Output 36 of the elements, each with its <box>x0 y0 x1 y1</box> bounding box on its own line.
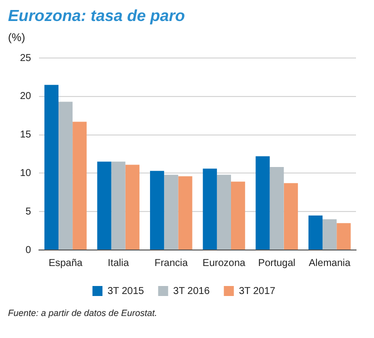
bar <box>58 102 73 250</box>
chart-title: Eurozona: tasa de paro <box>8 8 186 26</box>
y-tick-label: 15 <box>20 130 32 141</box>
legend-label: 3T 2016 <box>173 286 210 297</box>
x-tick-label: Portugal <box>258 258 296 269</box>
y-tick-label: 10 <box>20 168 32 179</box>
bar <box>231 182 246 250</box>
bar <box>256 156 270 250</box>
bar <box>44 84 58 250</box>
bar <box>284 183 298 250</box>
x-tick-label: Eurozona <box>202 258 246 269</box>
y-tick-label: 25 <box>20 52 32 64</box>
bar <box>216 174 232 250</box>
y-tick-label: 0 <box>26 244 32 256</box>
bar <box>308 215 323 250</box>
y-axis-title: (%) <box>8 32 26 44</box>
bar <box>336 223 351 250</box>
x-tick-label: España <box>48 258 83 269</box>
bar <box>111 162 126 250</box>
bar <box>178 176 192 250</box>
y-tick-label: 20 <box>20 91 32 102</box>
legend-label: 3T 2015 <box>107 286 144 297</box>
x-tick-label: Francia <box>154 258 188 269</box>
bar <box>97 162 112 250</box>
x-tick-label: Alemania <box>308 258 351 269</box>
bar <box>150 170 164 250</box>
bar <box>322 219 337 250</box>
legend-label: 3T 2017 <box>238 286 276 297</box>
x-tick-label: Italia <box>108 258 130 269</box>
bar <box>202 168 217 250</box>
source-note: Fuente: a partir de datos de Eurostat. <box>8 308 158 318</box>
bar <box>125 164 140 250</box>
bar <box>72 122 87 250</box>
bar <box>164 174 178 250</box>
bar <box>270 167 284 250</box>
y-tick-label: 5 <box>26 206 32 218</box>
